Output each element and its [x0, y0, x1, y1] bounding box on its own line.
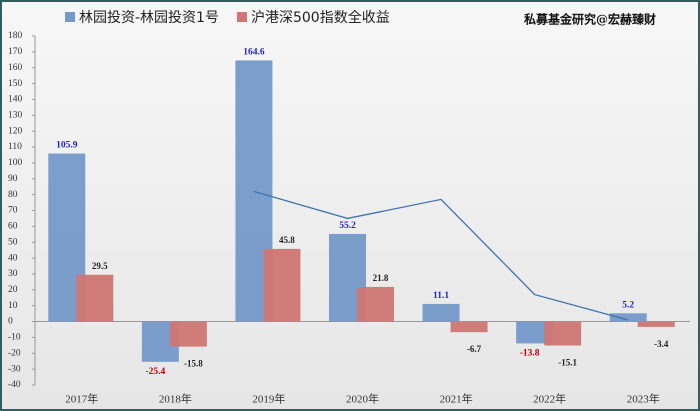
x-tick-label: 2021年	[440, 392, 473, 406]
legend-swatch	[65, 12, 75, 22]
y-tick-label: -10	[8, 333, 21, 343]
legend-label: 沪港深500指数全收益	[251, 9, 390, 26]
bar	[169, 321, 207, 347]
y-tick-label: 30	[8, 269, 18, 279]
legend-swatch	[236, 12, 247, 22]
bar	[76, 274, 114, 322]
x-tick-label: 2020年	[346, 392, 379, 406]
x-tick-label: 2022年	[533, 392, 566, 406]
legend-label: 林园投资-林园投资1号	[79, 10, 219, 26]
data-label: 105.9	[56, 141, 78, 151]
data-label: 45.8	[279, 235, 295, 245]
y-tick-label: 40	[8, 253, 18, 263]
y-tick-label: 170	[8, 47, 23, 57]
y-tick-label: 150	[8, 79, 23, 89]
y-tick-label: 60	[8, 222, 18, 232]
y-tick-label: 20	[8, 285, 18, 295]
y-tick-label: -40	[8, 380, 21, 390]
data-label: 55.2	[339, 221, 356, 231]
line	[253, 190, 629, 321]
data-label: -25.4	[145, 367, 165, 377]
y-tick-label: 180	[8, 31, 23, 41]
bar	[422, 303, 460, 322]
bar	[450, 321, 488, 333]
bar	[637, 321, 675, 327]
y-tick-label: 110	[8, 142, 22, 152]
bar	[263, 248, 301, 322]
y-tick-label: 90	[8, 174, 18, 184]
data-label: -3.4	[654, 339, 669, 349]
data-label: 21.8	[373, 273, 389, 283]
y-tick-label: 130	[8, 111, 23, 121]
bar	[516, 321, 554, 344]
y-tick-label: 160	[8, 63, 23, 73]
data-label: 164.6	[243, 48, 265, 58]
watermark: 私募基金研究@宏赫臻财	[523, 12, 656, 27]
y-tick-label: 140	[8, 95, 23, 105]
bar	[544, 321, 582, 346]
bar	[609, 313, 647, 322]
x-tick-label: 2017年	[65, 392, 98, 406]
y-tick-label: 80	[8, 190, 18, 200]
y-tick-label: 50	[8, 237, 18, 247]
x-tick-label: 2018年	[159, 392, 192, 406]
y-tick-label: 100	[8, 158, 23, 168]
data-label: -15.1	[558, 358, 577, 368]
bar	[357, 286, 394, 322]
y-tick-label: -20	[8, 348, 21, 358]
data-label: -13.8	[520, 349, 540, 359]
data-label: -15.8	[184, 359, 203, 369]
y-tick-label: -30	[8, 364, 21, 374]
data-label: 29.5	[92, 261, 108, 271]
data-label: -6.7	[467, 344, 482, 354]
data-label: 5.2	[622, 300, 634, 310]
x-tick-label: 2023年	[627, 392, 660, 406]
y-tick-label: 10	[8, 301, 18, 311]
y-tick-label: 120	[8, 126, 23, 136]
x-tick-label: 2019年	[252, 392, 285, 406]
data-label: 11.1	[433, 291, 449, 301]
y-tick-label: 70	[8, 206, 18, 216]
y-tick-label: 0	[8, 317, 13, 327]
